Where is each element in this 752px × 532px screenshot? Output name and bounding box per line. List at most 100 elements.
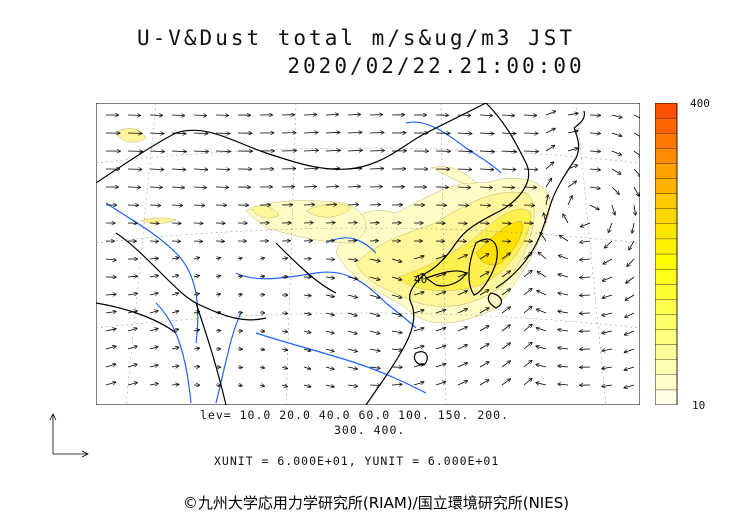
wind-arrow — [605, 240, 613, 248]
wind-arrow — [149, 205, 160, 206]
wind-arrow — [558, 348, 569, 349]
wind-arrow — [580, 277, 591, 278]
wind-arrow — [501, 343, 510, 350]
wind-arrow — [501, 115, 514, 116]
wind-arrow — [435, 274, 445, 278]
wind-arrow — [603, 276, 613, 281]
wind-arrow — [633, 132, 640, 138]
wind-arrow — [545, 179, 551, 188]
wind-arrow — [633, 168, 640, 176]
wind-arrow — [567, 181, 576, 188]
wind-arrow — [281, 367, 287, 369]
wind-arrow — [413, 346, 424, 350]
wind-arrow — [602, 331, 613, 333]
wind-arrow — [259, 367, 264, 368]
wind-arrow — [523, 325, 532, 332]
wind-arrow — [457, 151, 472, 152]
wind-arrow — [105, 259, 116, 260]
wind-arrow — [391, 258, 402, 262]
dust-map: 40 — [96, 103, 640, 405]
colorbar-cell — [655, 178, 678, 194]
wind-arrow — [281, 258, 287, 259]
colorbar-cell — [655, 329, 678, 345]
wind-arrow — [303, 115, 316, 116]
wind-arrow — [457, 187, 470, 188]
colorbar-min-label: 10 — [692, 399, 706, 412]
wind-arrow — [171, 151, 186, 152]
wind-arrow — [171, 115, 184, 116]
wind-arrow — [193, 151, 208, 152]
wind-arrow — [215, 312, 220, 313]
wind-arrow — [625, 294, 635, 300]
colorbar-cell — [655, 117, 678, 134]
wind-arrow — [479, 205, 490, 206]
wind-arrow — [457, 133, 472, 134]
wind-arrow — [413, 274, 424, 278]
wind-arrow — [413, 256, 424, 260]
wind-arrow — [193, 330, 199, 331]
wind-arrow — [193, 115, 206, 116]
wind-arrow — [603, 294, 613, 298]
wind-arrow — [369, 276, 380, 280]
wind-arrow — [303, 295, 311, 296]
wind-arrow — [281, 385, 287, 387]
wind-arrow — [611, 132, 622, 136]
wind-arrow — [391, 312, 402, 316]
wind-arrow — [625, 330, 635, 335]
wind-arrow — [325, 150, 340, 151]
wind-arrow — [391, 276, 401, 280]
wind-arrow — [281, 331, 287, 332]
wind-arrow — [215, 330, 220, 331]
wind-arrow — [479, 290, 489, 296]
wind-arrow — [237, 258, 242, 259]
wind-arrow — [413, 382, 424, 386]
wind-arrow — [391, 331, 402, 333]
wind-arrow — [479, 115, 492, 116]
wind-arrow — [501, 325, 510, 332]
wind-arrow — [544, 213, 547, 224]
wind-arrow — [215, 169, 229, 170]
wind-arrow — [215, 385, 220, 386]
wind-arrow — [347, 385, 357, 386]
wind-arrow — [634, 204, 636, 215]
wind-arrow — [457, 309, 467, 314]
wind-arrow — [629, 240, 635, 250]
wind-arrow — [624, 384, 635, 388]
wind-arrow — [215, 276, 220, 277]
wind-arrow — [501, 169, 515, 170]
wind-arrow — [625, 348, 635, 352]
wind-arrow — [149, 133, 164, 134]
wind-arrow — [149, 293, 158, 295]
colorbar-cell — [655, 238, 678, 255]
wind-arrow — [625, 312, 635, 317]
wind-arrow — [457, 273, 467, 278]
wind-arrow — [369, 330, 380, 334]
wind-arrow — [537, 309, 547, 314]
wind-arrow — [603, 258, 613, 264]
wind-arrow — [602, 385, 613, 387]
wind-arrow — [259, 258, 264, 259]
wind-arrow — [303, 313, 311, 314]
wind-arrow — [633, 114, 640, 119]
colorbar-cell — [655, 103, 678, 119]
colorbar-cell — [655, 193, 678, 209]
wind-arrow — [602, 349, 613, 351]
wind-arrow — [435, 346, 445, 350]
wind-arrow — [193, 169, 207, 170]
wind-arrow — [501, 253, 510, 260]
wind-arrow — [435, 292, 445, 296]
wind-arrow — [149, 384, 158, 386]
wind-arrow — [457, 381, 467, 386]
wind-arrow — [536, 383, 547, 386]
graticule — [96, 103, 640, 405]
wind-arrow — [627, 258, 635, 266]
wind-arrow — [479, 187, 492, 188]
wind-arrow — [435, 328, 445, 332]
wind-arrow — [546, 195, 548, 206]
wind-arrow — [501, 151, 516, 152]
wind-arrow — [479, 133, 494, 134]
wind-arrow — [523, 289, 532, 296]
wind-arrow — [479, 308, 489, 314]
wind-arrow — [602, 312, 613, 316]
wind-arrow — [523, 115, 536, 116]
